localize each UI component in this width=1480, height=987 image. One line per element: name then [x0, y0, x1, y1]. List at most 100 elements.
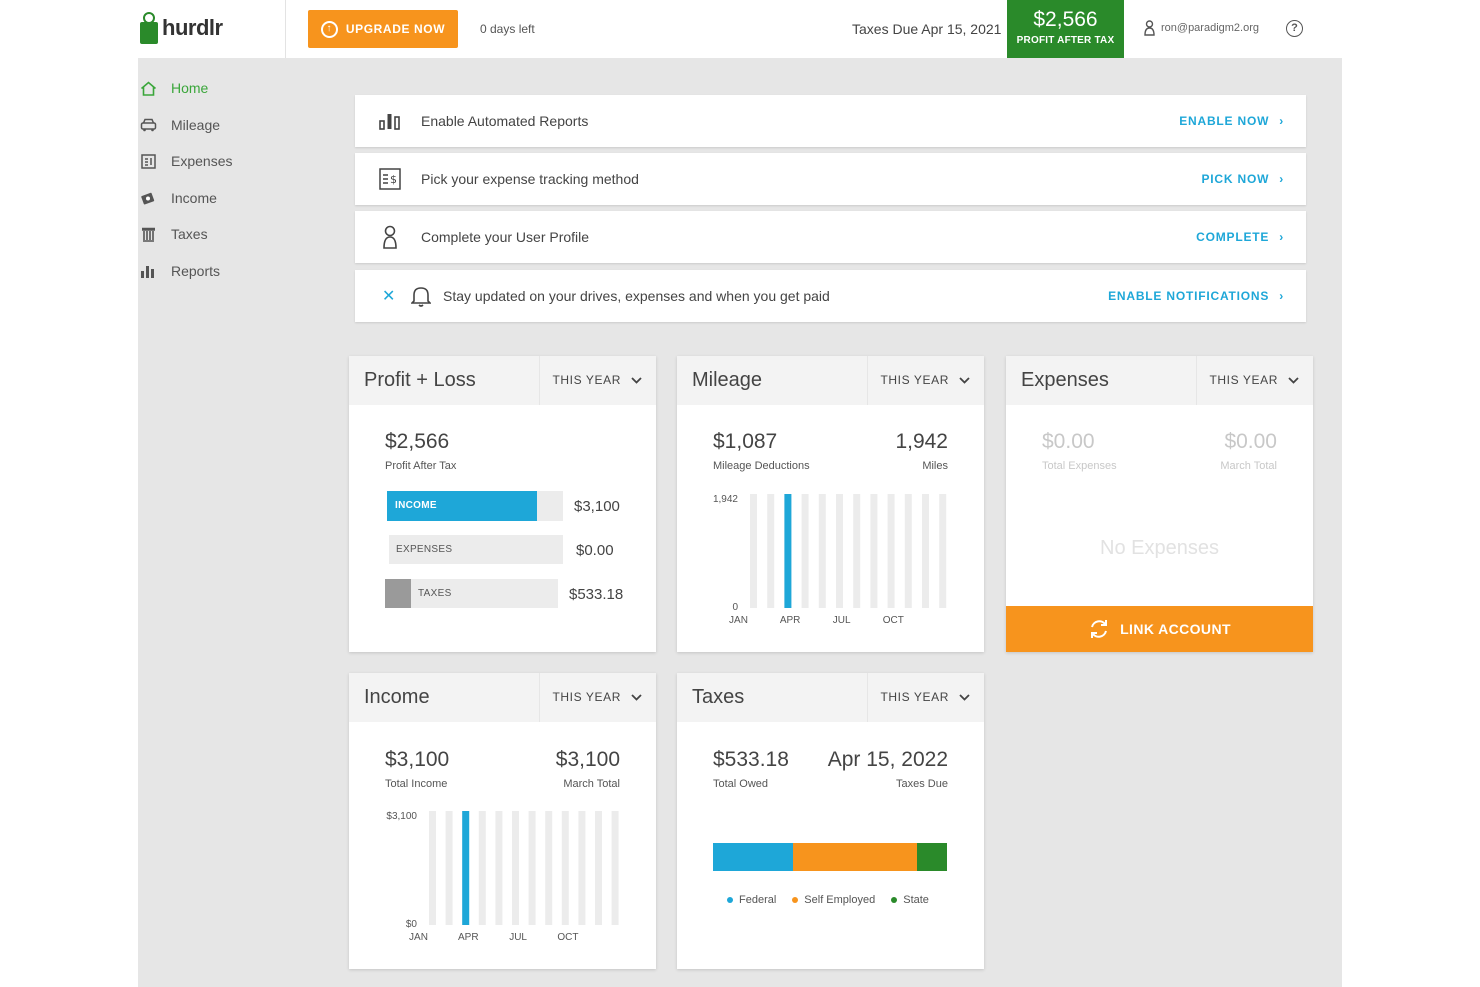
enable-now-link[interactable]: ENABLE NOW ›	[1179, 114, 1284, 128]
tax-segment-state[interactable]	[916, 843, 947, 871]
car-icon	[139, 116, 157, 134]
legend-label: State	[903, 894, 929, 906]
tax-legend: Federal Self Employed State	[727, 894, 929, 906]
taxes-due-value: Apr 15, 2022	[827, 748, 948, 771]
bell-icon	[410, 285, 432, 312]
card-header: Income THIS YEAR	[349, 673, 656, 722]
top-bar: hurdlr ↑ UPGRADE NOW 0 days left Taxes D…	[138, 0, 1342, 58]
income-tag: INCOME	[395, 500, 437, 511]
taxes-bar[interactable]: TAXES	[385, 579, 558, 608]
bar-track-jun	[512, 811, 519, 925]
help-icon[interactable]: ?	[1286, 20, 1303, 37]
banner-notifications: ✕ Stay updated on your drives, expenses …	[355, 270, 1306, 322]
chevron-down-icon	[631, 693, 642, 701]
banner-automated-reports: Enable Automated Reports ENABLE NOW ›	[355, 95, 1306, 147]
x-tick-label: JAN	[729, 615, 748, 626]
bar-track-may	[495, 811, 503, 925]
legend-federal: Federal	[727, 894, 776, 906]
x-tick-label: JUL	[833, 615, 851, 626]
total-income-value: $3,100	[385, 748, 450, 771]
profit-loss-card: Profit + Loss THIS YEAR $2,566 Profit Af…	[349, 356, 656, 652]
user-menu[interactable]: ron@paradigm2.org	[1144, 20, 1259, 36]
sidebar-item-label: Income	[171, 189, 217, 206]
sidebar-item-expenses[interactable]: Expenses	[138, 143, 328, 180]
chevron-down-icon	[1288, 376, 1299, 384]
divider	[867, 356, 868, 405]
range-label: THIS YEAR	[552, 690, 621, 704]
action-label: COMPLETE	[1196, 230, 1270, 244]
chevron-down-icon	[959, 376, 970, 384]
bar-track-jan	[750, 494, 757, 608]
total-expenses-label: Total Expenses	[1042, 460, 1117, 472]
link-account-button[interactable]: LINK ACCOUNT	[1006, 606, 1313, 652]
bar-track-feb	[445, 811, 453, 925]
profit-after-tax-badge[interactable]: $2,566 PROFIT AFTER TAX	[1007, 0, 1124, 58]
expenses-bar[interactable]: EXPENSES	[389, 535, 563, 564]
close-icon[interactable]: ✕	[382, 288, 396, 305]
sidebar-item-reports[interactable]: Reports	[138, 253, 328, 290]
complete-link[interactable]: COMPLETE ›	[1196, 230, 1284, 244]
chevron-right-icon: ›	[1279, 172, 1284, 186]
legend-self-employed: Self Employed	[792, 894, 875, 906]
card-title: Income	[364, 686, 430, 708]
card-title: Profit + Loss	[364, 369, 476, 391]
bar-track-dec	[611, 811, 619, 925]
bar-track-may	[818, 494, 826, 608]
x-tick-label: JUL	[509, 932, 527, 943]
sidebar-item-label: Expenses	[171, 153, 233, 170]
income-bar[interactable]: INCOME	[387, 491, 563, 521]
march-expenses-label: March Total	[1220, 460, 1277, 472]
action-label: ENABLE NOW	[1179, 114, 1270, 128]
mileage-deductions-value: $1,087	[713, 430, 778, 453]
bar-track-feb	[767, 494, 775, 608]
mileage-chart: 1,942 0 JAN APR JUL OCT	[713, 494, 947, 626]
user-icon	[377, 225, 403, 249]
card-title: Expenses	[1021, 369, 1109, 391]
upgrade-button[interactable]: ↑ UPGRADE NOW	[308, 10, 458, 48]
tax-segment-self-employed[interactable]	[792, 843, 917, 871]
chevron-right-icon: ›	[1279, 230, 1284, 244]
empty-state-text: No Expenses	[1100, 537, 1219, 559]
taxes-due-text: Taxes Due Apr 15, 2021	[852, 21, 1002, 37]
logo-icon	[138, 12, 160, 44]
bar-mar[interactable]	[462, 811, 470, 925]
sidebar-item-taxes[interactable]: Taxes	[138, 216, 328, 253]
range-dropdown[interactable]: THIS YEAR	[880, 373, 970, 387]
arrow-up-circle-icon: ↑	[320, 20, 338, 38]
bar-mar[interactable]	[784, 494, 792, 608]
chevron-down-icon	[631, 376, 642, 384]
x-tick-label: OCT	[883, 615, 904, 626]
bar-track-jan	[429, 811, 436, 925]
sidebar-item-income[interactable]: Income	[138, 180, 328, 217]
taxes-value: $533.18	[569, 586, 624, 603]
sidebar-item-label: Taxes	[171, 226, 208, 243]
tax-segment-federal[interactable]	[713, 843, 793, 871]
taxes-due-label: Taxes Due	[896, 778, 948, 790]
bar-track-oct	[904, 494, 912, 608]
sidebar-item-mileage[interactable]: Mileage	[138, 107, 328, 144]
card-title: Taxes	[692, 686, 745, 708]
x-tick-label: OCT	[557, 932, 578, 943]
range-dropdown[interactable]: THIS YEAR	[1209, 373, 1299, 387]
march-income-label: March Total	[563, 778, 620, 790]
sidebar-item-label: Home	[171, 80, 209, 97]
taxes-tag: TAXES	[418, 588, 452, 599]
user-icon	[1144, 20, 1155, 36]
enable-notifications-link[interactable]: ENABLE NOTIFICATIONS ›	[1108, 289, 1284, 303]
refresh-icon	[1091, 620, 1108, 638]
banner-text: Pick your expense tracking method	[421, 171, 639, 187]
sidebar-item-label: Mileage	[171, 116, 221, 133]
profit-after-tax-value: $2,566	[385, 430, 450, 453]
hurdlr-logo[interactable]: hurdlr	[138, 12, 223, 44]
pick-now-link[interactable]: PICK NOW ›	[1201, 172, 1284, 186]
bar-track-sep	[561, 811, 569, 925]
banner-user-profile: Complete your User Profile COMPLETE ›	[355, 211, 1306, 263]
sidebar-item-home[interactable]: Home	[138, 70, 328, 107]
range-dropdown[interactable]: THIS YEAR	[552, 690, 642, 704]
chevron-down-icon	[959, 693, 970, 701]
bar-track-aug	[870, 494, 878, 608]
range-dropdown[interactable]: THIS YEAR	[552, 373, 642, 387]
bar-track-sep	[887, 494, 895, 608]
bar-track-apr	[478, 811, 486, 925]
range-dropdown[interactable]: THIS YEAR	[880, 690, 970, 704]
